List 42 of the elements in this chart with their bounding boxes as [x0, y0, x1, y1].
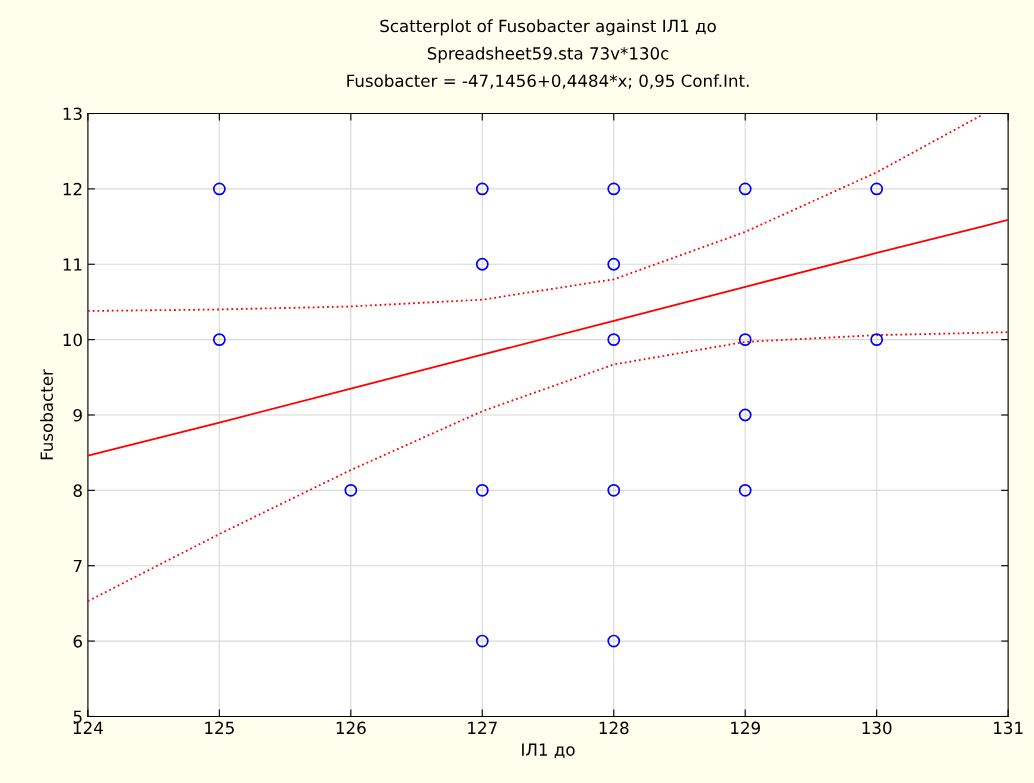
- point: [475, 634, 489, 648]
- point: [738, 483, 752, 497]
- line-series: [87, 114, 983, 312]
- x-tick-label: 127: [468, 721, 497, 734]
- x-tick-label: 128: [599, 721, 629, 735]
- y-tick-label: 7: [73, 559, 82, 573]
- x-tick-label: 130: [862, 721, 892, 735]
- point: [607, 483, 621, 497]
- x-tick-label: 124: [73, 721, 103, 734]
- y-tick-label: 8: [73, 484, 82, 497]
- point: [212, 182, 226, 196]
- point: [870, 182, 884, 196]
- x-tick-label: 129: [731, 721, 760, 735]
- text: Fusobacter = -47,1456+0,4484*x; 0,95 Conf.Int.: [347, 74, 749, 89]
- x-tick-label: 125: [205, 721, 234, 735]
- y-tick-label: 11: [63, 258, 82, 271]
- point: [607, 333, 621, 347]
- y-tick-label: 12: [63, 182, 82, 196]
- line-series: [87, 218, 1009, 457]
- x-tick-label: 126: [336, 721, 366, 735]
- x-axis-title: ІЛ1 до: [522, 743, 575, 758]
- chart-subtitle: Spreadsheet59.sta 73v*130c: [427, 46, 669, 63]
- point: [870, 333, 884, 347]
- x-tick-label: 131: [994, 721, 1023, 735]
- point: [738, 182, 752, 196]
- y-tick-label: 6: [73, 635, 82, 648]
- point: [475, 182, 489, 196]
- point: [344, 483, 358, 497]
- point: [475, 483, 489, 497]
- point: [607, 182, 621, 196]
- point: [475, 257, 489, 271]
- y-tick-label: 10: [63, 333, 82, 347]
- chart-title: Scatterplot of Fusobacter against ІЛ1 до: [380, 19, 716, 36]
- line-series: [87, 331, 1009, 603]
- point: [212, 333, 226, 347]
- y-tick-label: 9: [73, 408, 82, 422]
- y-tick-label: 13: [63, 107, 82, 121]
- y-axis-title: Fusobacter: [40, 369, 54, 460]
- point: [607, 257, 621, 271]
- point: [607, 634, 621, 648]
- point: [738, 333, 752, 347]
- point: [738, 408, 752, 422]
